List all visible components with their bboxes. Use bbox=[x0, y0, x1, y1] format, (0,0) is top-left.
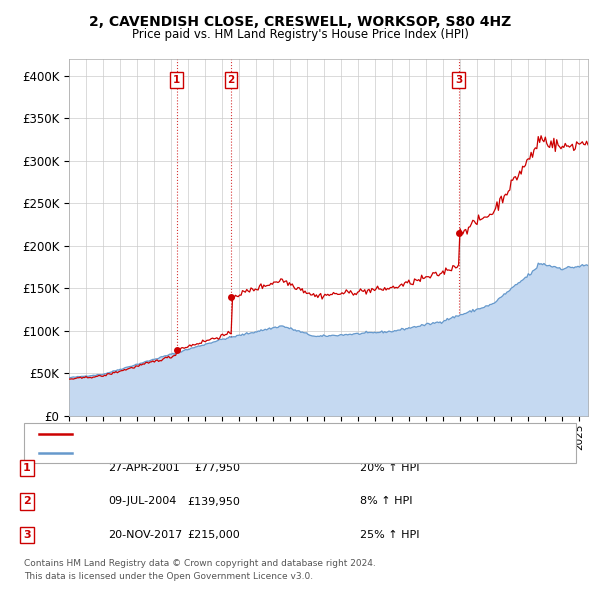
Text: 2: 2 bbox=[227, 75, 235, 85]
Text: 8% ↑ HPI: 8% ↑ HPI bbox=[360, 497, 413, 506]
Text: 20% ↑ HPI: 20% ↑ HPI bbox=[360, 463, 419, 473]
Text: 2, CAVENDISH CLOSE, CRESWELL, WORKSOP, S80 4HZ (detached house): 2, CAVENDISH CLOSE, CRESWELL, WORKSOP, S… bbox=[78, 430, 458, 440]
Text: This data is licensed under the Open Government Licence v3.0.: This data is licensed under the Open Gov… bbox=[24, 572, 313, 581]
Text: 25% ↑ HPI: 25% ↑ HPI bbox=[360, 530, 419, 540]
Text: 2: 2 bbox=[23, 497, 31, 506]
Text: £139,950: £139,950 bbox=[187, 497, 240, 506]
Text: 20-NOV-2017: 20-NOV-2017 bbox=[108, 530, 182, 540]
Text: Contains HM Land Registry data © Crown copyright and database right 2024.: Contains HM Land Registry data © Crown c… bbox=[24, 559, 376, 568]
Text: 1: 1 bbox=[23, 463, 31, 473]
Text: 3: 3 bbox=[23, 530, 31, 540]
Text: Price paid vs. HM Land Registry's House Price Index (HPI): Price paid vs. HM Land Registry's House … bbox=[131, 28, 469, 41]
Text: 27-APR-2001: 27-APR-2001 bbox=[108, 463, 180, 473]
Text: 09-JUL-2004: 09-JUL-2004 bbox=[108, 497, 176, 506]
Text: £215,000: £215,000 bbox=[187, 530, 240, 540]
Text: 2, CAVENDISH CLOSE, CRESWELL, WORKSOP, S80 4HZ: 2, CAVENDISH CLOSE, CRESWELL, WORKSOP, S… bbox=[89, 15, 511, 29]
Text: 3: 3 bbox=[455, 75, 463, 85]
Text: 1: 1 bbox=[173, 75, 180, 85]
Text: HPI: Average price, detached house, Bolsover: HPI: Average price, detached house, Bols… bbox=[78, 448, 316, 458]
Text: £77,950: £77,950 bbox=[194, 463, 240, 473]
